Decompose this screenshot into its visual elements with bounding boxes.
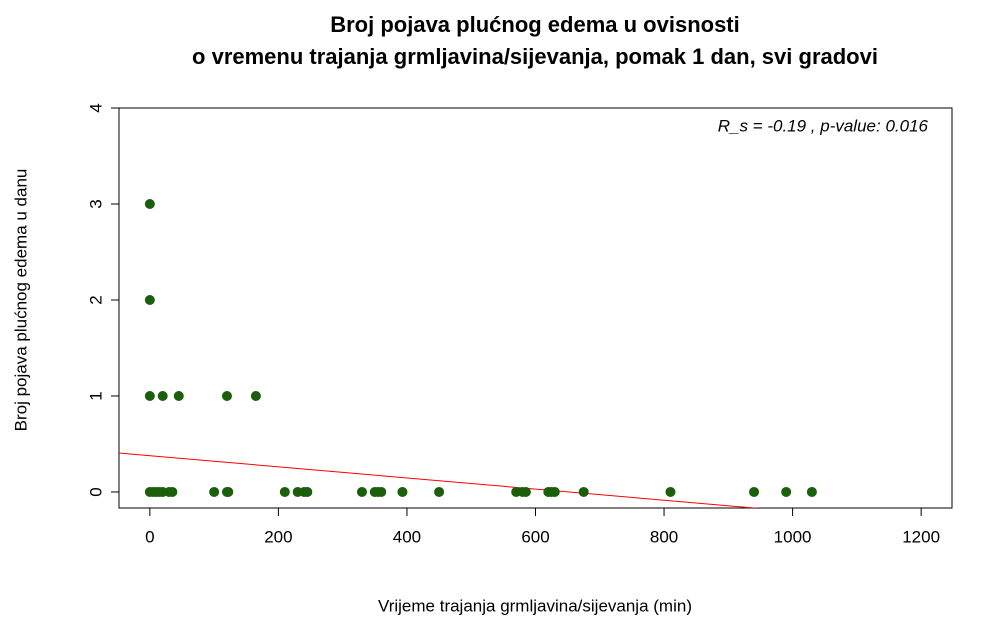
y-tick-label: 3	[86, 199, 105, 208]
point	[376, 486, 387, 497]
point	[209, 486, 220, 497]
point	[144, 390, 155, 401]
point	[578, 486, 589, 497]
point	[520, 486, 531, 497]
x-tick-label: 0	[145, 527, 154, 546]
x-axis-label: Vrijeme trajanja grmljavina/sijevanja (m…	[378, 596, 692, 615]
y-tick-label: 2	[86, 295, 105, 304]
point	[167, 486, 178, 497]
x-tick-label: 1200	[902, 527, 940, 546]
point	[221, 390, 232, 401]
point	[250, 390, 261, 401]
point	[749, 486, 760, 497]
point	[781, 486, 792, 497]
y-axis-label: Broj pojava plućnog edema u danu	[11, 169, 30, 432]
chart-title: o vremenu trajanja grmljavina/sijevanja,…	[192, 44, 878, 69]
x-tick-label: 1000	[774, 527, 812, 546]
x-tick-label: 400	[393, 527, 421, 546]
chart-title: Broj pojava plućnog edema u ovisnosti	[330, 12, 740, 37]
y-tick-label: 4	[86, 103, 105, 112]
point	[434, 486, 445, 497]
x-tick-label: 600	[521, 527, 549, 546]
point	[806, 486, 817, 497]
point	[397, 486, 408, 497]
x-tick-label: 200	[264, 527, 292, 546]
point	[665, 486, 676, 497]
plot-frame	[118, 107, 953, 509]
regression-line	[119, 452, 760, 508]
point	[144, 198, 155, 209]
point	[302, 486, 313, 497]
point	[549, 486, 560, 497]
annotation: R_s = -0.19 , p-value: 0.016	[718, 116, 929, 135]
point	[356, 486, 367, 497]
y-tick-label: 0	[86, 487, 105, 496]
y-tick-label: 1	[86, 391, 105, 400]
point	[279, 486, 290, 497]
point	[157, 390, 168, 401]
point	[173, 390, 184, 401]
point	[223, 486, 234, 497]
point	[144, 294, 155, 305]
x-tick-label: 800	[650, 527, 678, 546]
